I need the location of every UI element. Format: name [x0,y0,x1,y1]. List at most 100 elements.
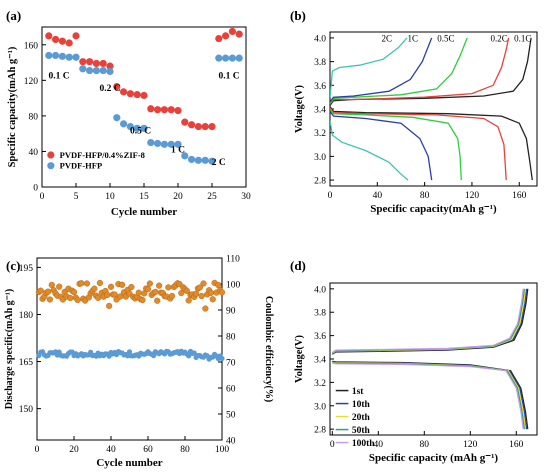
discharge-curve [332,362,524,430]
data-point [45,32,53,40]
data-point [222,54,230,62]
data-point [74,296,81,304]
data-point [126,349,133,355]
data-point [207,289,215,296]
data-point [146,280,153,287]
legend-label: 50th [352,426,371,436]
x-tick-label: 80 [180,445,190,455]
y-tick-label: 3.2 [314,379,326,389]
data-point [106,67,114,76]
data-point [167,106,175,114]
data-point [156,282,163,289]
data-point [191,350,197,356]
y-tick-label: 60 [226,385,236,395]
data-point [92,59,100,68]
plot-frame [36,257,223,441]
x-axis-label: Specific capacity(mAh g⁻¹) [370,203,497,215]
x-tick-label: 80 [420,440,430,450]
y-tick-label: 80 [29,112,39,122]
data-point [144,286,152,293]
data-point [58,37,66,45]
legend-label: 100th [352,439,375,449]
data-point [167,140,175,148]
data-point [219,355,225,362]
legend-label: PVDF-HFP [60,161,103,171]
y-tick-label: 50 [226,411,236,421]
data-point [133,90,141,99]
data-point [37,287,44,294]
data-point [160,106,168,114]
data-point [181,118,189,126]
data-point [72,32,80,40]
data-point [65,39,73,47]
panel-label: (d) [290,258,306,273]
data-point [78,280,85,287]
data-point [194,122,202,131]
x-tick-label: 10 [105,192,115,202]
data-point [201,156,209,164]
x-tick-label: 0 [330,440,335,450]
data-point [154,106,162,114]
rate-annotation: 0.2 C [99,84,120,94]
x-tick-label: 0 [40,192,45,202]
data-point [126,122,134,131]
data-point [202,305,209,312]
data-point [99,59,107,68]
panel-label: (a) [6,8,21,23]
x-tick-label: 100 [215,445,230,455]
series-1 [45,51,243,165]
x-tick-label: 30 [241,192,251,202]
charge-curve [331,288,524,353]
data-point [185,297,192,304]
data-point [140,124,148,132]
panel-a: (a) 0 5 10 15 20 25 30 0 40 80 120 160 Cycle number Sp… [6,8,251,218]
rate-annotation: 2 C [212,158,226,168]
x-axis-label: Cycle number [111,206,177,218]
data-point [228,27,236,36]
series-discharge-capacity [36,348,225,362]
x-tick-label: 120 [465,191,480,201]
data-point [52,51,60,60]
y-tick-label: 40 [226,437,236,447]
charge-curve [330,37,433,103]
series-0.1C [330,37,533,181]
data-point [118,281,126,288]
data-point [194,156,202,164]
data-point [48,281,55,289]
y-tick-label: 195 [19,264,34,274]
y-tick-label: 2.8 [314,426,326,436]
curve-label: 2C [382,33,393,43]
data-point [133,124,141,132]
legend-marker [47,151,55,159]
data-point [106,62,114,70]
series-1C [330,37,433,181]
data-point [113,114,121,122]
data-point [168,292,176,300]
y-tick-label: 3.6 [314,332,326,342]
y-axis-label: Discharge specific(mAh g⁻¹) [4,289,15,409]
data-point [235,54,243,62]
data-point [65,53,73,61]
x-tick-label: 80 [420,191,430,201]
data-point [94,294,102,301]
data-point [228,54,236,62]
y-tick-label: 80 [226,333,236,343]
discharge-curve [330,120,409,181]
x-axis-label: Cycle number [96,457,162,469]
curve-label: 0.5C [437,33,454,43]
data-point [188,155,196,164]
y-tick-label: 4.0 [314,34,326,44]
data-point [139,296,146,304]
data-point [208,157,216,165]
data-point [79,65,87,73]
data-point [208,122,216,131]
rate-annotation: 0.1 C [218,72,239,82]
y-tick-label: 4.0 [314,285,326,295]
y-tick-label: 3.0 [314,402,326,412]
y-tick-label: 3.0 [314,153,326,163]
charge-curve [330,37,408,98]
series-0.2C [330,37,510,181]
y-axis-label: Voltage(V) [294,84,305,133]
data-point [235,30,243,38]
